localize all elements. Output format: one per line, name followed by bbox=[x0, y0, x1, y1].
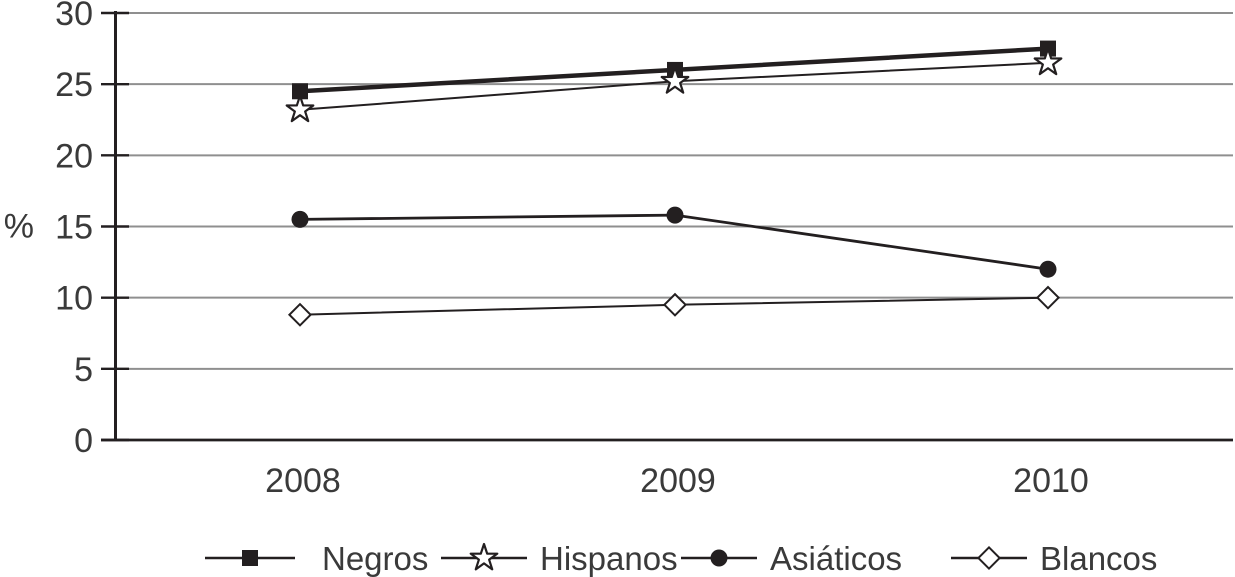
marker-asiáticos-2009 bbox=[666, 206, 684, 224]
y-tick-label-5: 5 bbox=[74, 351, 93, 389]
legend-marker-open-diamond bbox=[976, 545, 1002, 571]
marker-negros-2008 bbox=[292, 83, 308, 100]
legend-item-negros: Negros bbox=[205, 540, 428, 577]
legend-marker-open-star bbox=[469, 542, 499, 571]
marker-hispanos-2009 bbox=[660, 66, 690, 94]
legend-marker-filled-circle bbox=[710, 549, 728, 567]
marker-blancos-2008 bbox=[287, 302, 313, 327]
marker-hispanos-2008 bbox=[285, 94, 315, 123]
marker-blancos-2009 bbox=[662, 292, 688, 317]
x-tick-label-2009: 2009 bbox=[640, 462, 716, 500]
legend: Negros Hispanos Asiáticos Blancos bbox=[205, 540, 1157, 577]
legend-item-blancos: Blancos bbox=[951, 540, 1157, 577]
y-tick-label-10: 10 bbox=[55, 280, 93, 318]
marker-blancos-2010 bbox=[1035, 285, 1061, 310]
x-tick-label-2010: 2010 bbox=[1013, 462, 1089, 500]
marker-asiáticos-2008 bbox=[291, 210, 309, 228]
x-tick-label-2008: 2008 bbox=[265, 462, 341, 500]
legend-label-hispanos: Hispanos bbox=[540, 540, 678, 577]
marker-hispanos-2010 bbox=[1033, 47, 1063, 76]
legend-marker-filled-square bbox=[242, 550, 258, 566]
y-tick-label-0: 0 bbox=[74, 422, 93, 460]
marker-asiáticos-2010 bbox=[1039, 260, 1057, 278]
legend-label-blancos: Blancos bbox=[1040, 540, 1157, 577]
y-axis-label: % bbox=[4, 208, 34, 246]
y-tick-label-15: 15 bbox=[55, 209, 93, 247]
y-tick-label-20: 20 bbox=[55, 137, 93, 175]
legend-label-negros: Negros bbox=[322, 540, 428, 577]
legend-item-hispanos: Hispanos bbox=[441, 540, 678, 577]
legend-label-asiáticos: Asiáticos bbox=[770, 540, 902, 577]
legend-item-asiáticos: Asiáticos bbox=[681, 540, 902, 577]
y-tick-label-25: 25 bbox=[55, 66, 93, 104]
y-tick-label-30: 30 bbox=[55, 0, 93, 33]
